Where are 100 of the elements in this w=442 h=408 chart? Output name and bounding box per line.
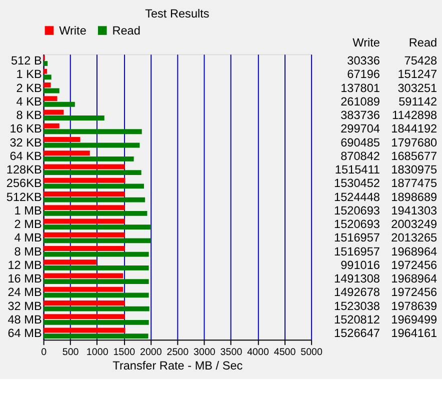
- bar: [43, 314, 125, 320]
- text: 1523038: [334, 298, 380, 313]
- y-tick-label: 12 MB: [8, 258, 42, 272]
- bar: [43, 82, 51, 88]
- text: 67196: [347, 67, 380, 82]
- text: 1524448: [334, 190, 380, 204]
- bar: [43, 116, 104, 120]
- text: 1520693: [334, 203, 380, 218]
- y-tick-label: 512 B: [10, 54, 42, 68]
- bar: [43, 232, 125, 238]
- bar: [43, 197, 146, 202]
- x-tick-label: 2500: [166, 346, 190, 358]
- bar: [43, 252, 149, 257]
- bar: [43, 102, 75, 107]
- text: 1968964: [391, 244, 438, 258]
- text: 1830975: [391, 162, 438, 177]
- y-tick-label: 256KB: [6, 176, 42, 190]
- text: 1530452: [334, 176, 380, 190]
- bar: [43, 61, 48, 66]
- y-tick-label: 16 MB: [8, 272, 42, 286]
- y-tick-label: 32 MB: [8, 298, 42, 313]
- text: 1898689: [391, 190, 438, 204]
- bar: [43, 129, 142, 134]
- y-tick-label: 4 KB: [16, 94, 42, 108]
- text: 1142898: [392, 108, 438, 122]
- x-tick-label: 1000: [86, 346, 109, 358]
- bar: [43, 286, 124, 292]
- text: 1941303: [391, 203, 438, 218]
- x-tick-label: 5000: [300, 346, 324, 358]
- bar: [43, 164, 125, 170]
- text: 151247: [398, 67, 438, 82]
- bar: [43, 150, 90, 156]
- legend-label: Write: [59, 23, 87, 38]
- bar: [43, 210, 148, 216]
- text: 1964161: [391, 326, 438, 340]
- text: 1877475: [391, 176, 438, 190]
- text: 1968964: [391, 272, 438, 286]
- bar: [43, 205, 125, 210]
- text: 1972456: [391, 285, 438, 300]
- text: 1526647: [334, 326, 380, 340]
- chart-title: Test Results: [145, 6, 210, 21]
- text: 1685677: [391, 148, 438, 163]
- text: 137801: [340, 80, 380, 95]
- bar: [43, 238, 151, 244]
- y-tick-label: 1 MB: [14, 203, 42, 218]
- bar: [43, 137, 80, 142]
- text: 1515411: [334, 162, 380, 177]
- text: 991016: [340, 258, 380, 272]
- bar: [43, 265, 149, 270]
- y-tick-label: 16 KB: [10, 122, 42, 136]
- text: 30336: [347, 54, 380, 68]
- text: Write: [352, 35, 380, 50]
- text: 261089: [340, 94, 380, 108]
- text: 1978639: [391, 298, 438, 313]
- text: 1492678: [334, 285, 380, 300]
- bar: [43, 68, 48, 74]
- x-tick-label: 4500: [274, 346, 296, 358]
- text: 1972456: [391, 258, 438, 272]
- bar: [43, 96, 58, 102]
- bar: [43, 192, 125, 196]
- text: 1520812: [334, 312, 380, 326]
- text: 1516957: [334, 230, 380, 245]
- bar: [43, 246, 125, 251]
- bar: [43, 74, 52, 80]
- text: 1844192: [391, 122, 438, 136]
- bar: [43, 334, 148, 339]
- x-tick-label: 1500: [113, 346, 136, 358]
- x-tick-label: 3000: [194, 346, 216, 358]
- bar: [43, 142, 140, 148]
- text: 591142: [398, 94, 438, 108]
- bar: [43, 184, 144, 189]
- x-tick-label: 2000: [140, 346, 162, 358]
- text: 870842: [340, 148, 380, 163]
- text: 1520693: [334, 217, 380, 232]
- bar: [43, 218, 125, 224]
- y-tick-label: 2 MB: [14, 217, 42, 232]
- bar: [43, 320, 149, 325]
- y-tick-label: 48 MB: [8, 312, 42, 326]
- text: 2013265: [391, 230, 438, 245]
- text: 1969499: [391, 312, 438, 326]
- bar: [43, 260, 96, 265]
- y-tick-label: 1 KB: [16, 67, 42, 82]
- text: 1797680: [391, 135, 438, 150]
- y-tick-label: 4 MB: [14, 230, 42, 245]
- bar: [43, 279, 149, 284]
- text: Read: [408, 35, 438, 50]
- text: 1491308: [334, 272, 380, 286]
- legend-label: Read: [112, 23, 140, 38]
- y-tick-label: 8 KB: [16, 108, 42, 122]
- bar: [43, 88, 60, 94]
- bar: [43, 273, 124, 278]
- bar: [43, 178, 126, 183]
- bar: [43, 224, 150, 230]
- y-tick-label: 8 MB: [14, 244, 42, 258]
- y-tick-label: 64 KB: [10, 148, 42, 163]
- text: 383736: [340, 108, 380, 122]
- text: 75428: [404, 54, 438, 68]
- text: 303251: [398, 80, 438, 95]
- y-tick-label: 64 MB: [8, 326, 42, 340]
- bar: [43, 300, 125, 306]
